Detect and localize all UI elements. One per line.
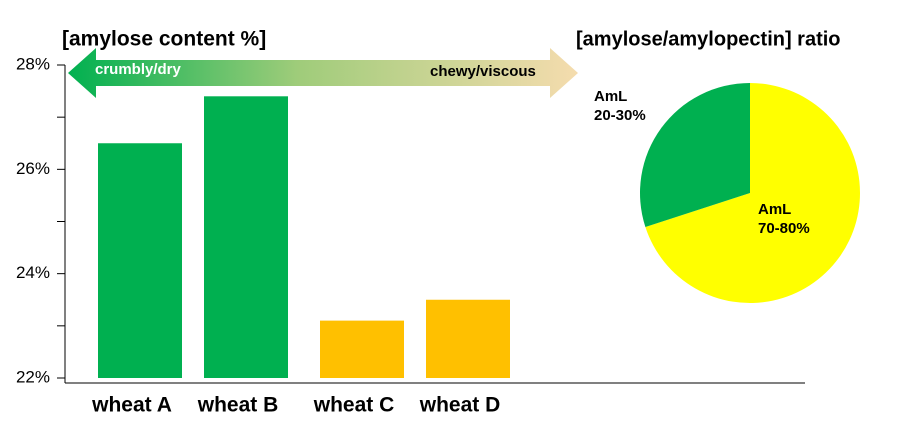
bar xyxy=(426,299,510,378)
texture-arrow xyxy=(68,48,578,98)
slice-label: AmL 70-80% xyxy=(758,201,810,237)
y-tick-label: 22% xyxy=(16,367,50,386)
pie-title: [amylose/amylopectin] ratio xyxy=(576,28,841,50)
x-tick-label: wheat C xyxy=(313,394,395,417)
x-tick-label: wheat D xyxy=(419,394,501,417)
annotation: chewy/viscous xyxy=(430,63,536,80)
bar xyxy=(204,96,288,379)
y-tick-label: 28% xyxy=(16,54,50,73)
bar xyxy=(98,143,182,378)
axis-title: [amylose content %] xyxy=(62,28,266,51)
pie-slice xyxy=(640,83,750,227)
x-tick-label: wheat B xyxy=(197,394,279,417)
bar xyxy=(320,320,404,378)
slice-label: AmL 20-30% xyxy=(594,88,646,124)
x-tick-label: wheat A xyxy=(91,394,172,417)
y-tick-label: 26% xyxy=(16,159,50,178)
pie-slice xyxy=(645,83,860,303)
y-tick-label: 24% xyxy=(16,263,50,282)
annotation: crumbly/dry xyxy=(95,61,182,78)
